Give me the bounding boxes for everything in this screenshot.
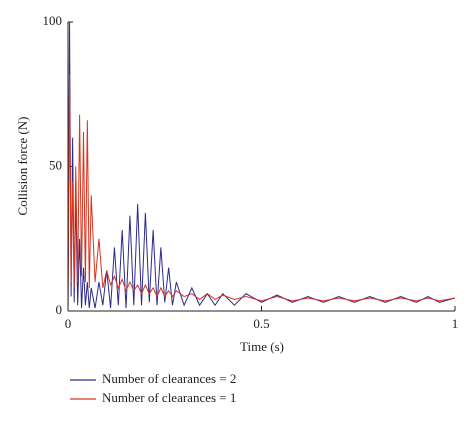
x-tick-label: 1 (452, 316, 459, 331)
y-tick-label: 100 (43, 13, 63, 28)
x-tick-label: 0 (65, 316, 72, 331)
y-axis-label: Collision force (N) (15, 117, 30, 216)
data-line (67, 74, 456, 312)
legend-label: Number of clearances = 1 (102, 390, 236, 405)
data-line (67, 21, 456, 312)
y-tick-label: 0 (56, 302, 63, 317)
x-tick-label: 0.5 (253, 316, 269, 331)
x-axis-label: Time (s) (240, 339, 284, 354)
legend-label: Number of clearances = 2 (102, 371, 236, 386)
y-tick-label: 50 (49, 157, 62, 172)
